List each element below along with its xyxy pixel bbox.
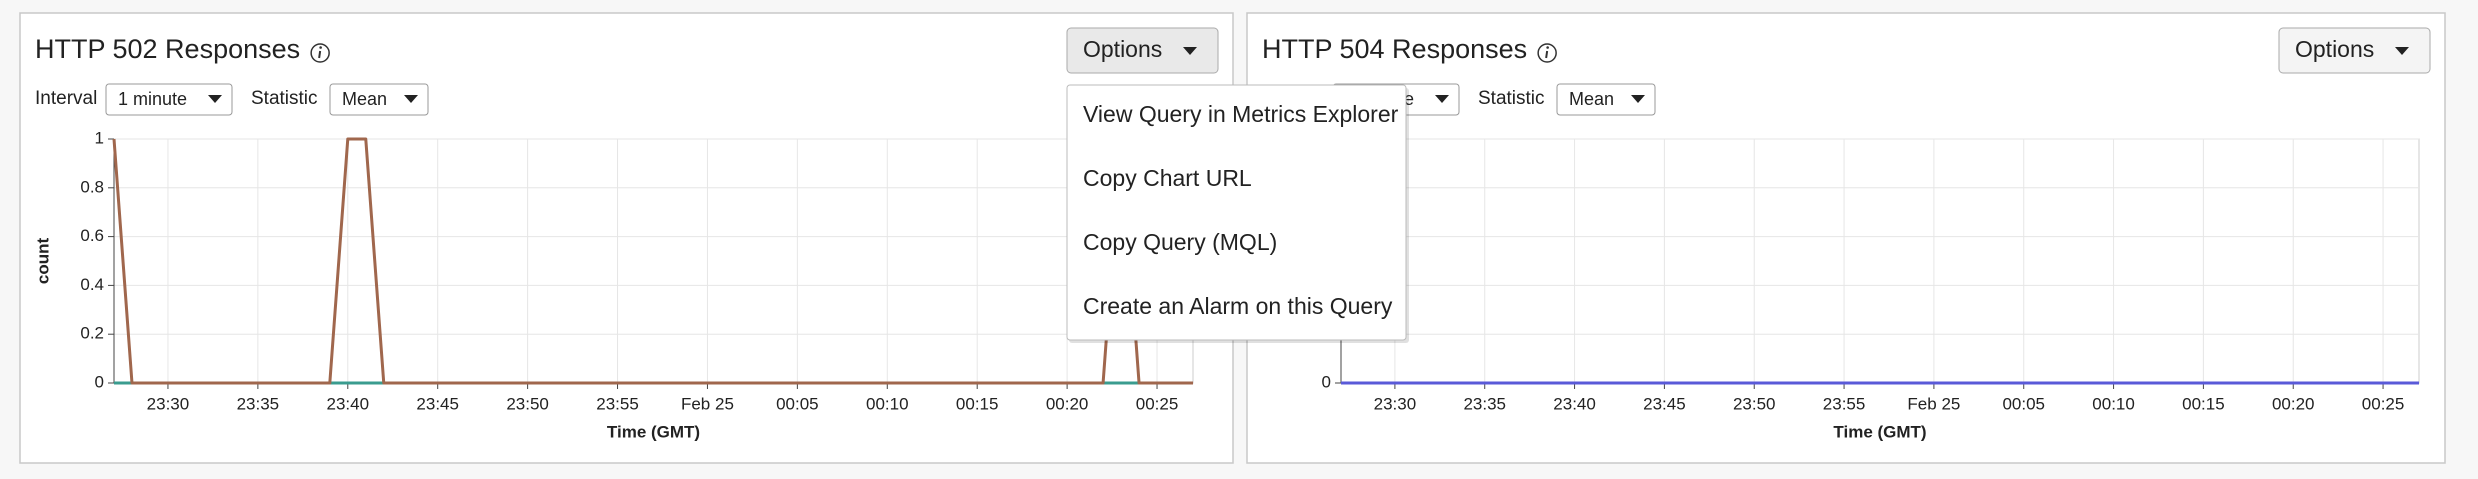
menu-item[interactable]: Copy Chart URL (1083, 165, 1252, 191)
y-tick-label: 0.4 (80, 275, 104, 294)
info-icon-dot (319, 46, 322, 49)
x-tick-label: 00:05 (776, 394, 819, 413)
statistic-dropdown[interactable] (1556, 83, 1656, 116)
y-tick-label: 0.8 (80, 177, 104, 196)
x-tick-label: 23:35 (237, 394, 280, 413)
series-line (112, 137, 1193, 385)
options-label: Options (1083, 36, 1162, 62)
options-label: Options (2295, 36, 2374, 62)
caret (1631, 95, 1645, 103)
interval-dropdown[interactable] (105, 83, 233, 116)
x-tick-label: 23:55 (596, 394, 639, 413)
x-tick-label: 00:20 (2272, 394, 2315, 413)
info-icon (1537, 43, 1557, 63)
plot-area (1340, 138, 2420, 384)
y-tick-label: 0.2 (80, 324, 104, 343)
x-tick-label: Feb 25 (681, 394, 734, 413)
menu-box (1066, 84, 1407, 341)
x-axis-label: Time (GMT) (607, 422, 700, 441)
caret (1183, 47, 1197, 55)
x-tick-label: 23:50 (1733, 394, 1776, 413)
caret (404, 95, 418, 103)
x-axis-label: Time (GMT) (1833, 422, 1926, 441)
x-tick-label: 23:40 (327, 394, 370, 413)
options-button[interactable] (1066, 27, 1219, 74)
statistic-label: Statistic (1478, 88, 1545, 109)
x-tick-label: 00:10 (2092, 394, 2135, 413)
x-tick-label: 00:15 (956, 394, 999, 413)
plot-area (113, 138, 1194, 384)
statistic-label: Statistic (251, 88, 318, 109)
options-menu: View Query in Metrics Explorer Copy Chart… (1066, 84, 1409, 343)
x-tick-label: 00:05 (2002, 394, 2045, 413)
statistic-value: Mean (1569, 89, 1614, 109)
x-tick-label: 23:35 (1463, 394, 1506, 413)
y-tick-label: 0 (95, 372, 104, 391)
info-icon-stem (318, 50, 322, 59)
x-tick-label: 23:30 (147, 394, 190, 413)
x-tick-label: 00:10 (866, 394, 909, 413)
options-button[interactable] (2278, 27, 2431, 74)
x-tick-label: 00:20 (1046, 394, 1089, 413)
menu-item[interactable]: View Query in Metrics Explorer (1083, 101, 1399, 127)
statistic-dropdown[interactable] (329, 83, 429, 116)
interval-label: Interval (35, 88, 97, 109)
x-tick-label: 23:45 (416, 394, 459, 413)
x-tick-label: 23:55 (1823, 394, 1866, 413)
x-tick-label: 23:40 (1553, 394, 1596, 413)
interval-value: 1 minute (118, 89, 187, 109)
x-tick-label: 23:45 (1643, 394, 1686, 413)
x-tick-label: 23:50 (506, 394, 549, 413)
y-axis-label: count (33, 238, 52, 285)
menu-item[interactable]: Copy Query (MQL) (1083, 229, 1277, 255)
panel-title: HTTP 502 Responses (35, 34, 300, 64)
caret (208, 95, 222, 103)
caret (1435, 95, 1449, 103)
x-tick-label: Feb 25 (1907, 394, 1960, 413)
x-tick-label: 00:25 (1136, 394, 1179, 413)
y-tick-label: 1 (95, 128, 104, 147)
y-tick-label: 0.6 (80, 226, 104, 245)
x-tick-label: 23:30 (1374, 394, 1417, 413)
panel-title: HTTP 504 Responses (1262, 34, 1527, 64)
caret (2395, 47, 2409, 55)
statistic-value: Mean (342, 89, 387, 109)
x-tick-label: 00:15 (2182, 394, 2225, 413)
menu-item[interactable]: Create an Alarm on this Query (1083, 293, 1393, 319)
panel: HTTP 502 Responses Options Interval 1 minut… (19, 12, 1234, 464)
info-icon-dot (1546, 46, 1549, 49)
info-icon-stem (1545, 50, 1549, 59)
x-tick-label: 00:25 (2362, 394, 2405, 413)
y-tick-label: 0 (1322, 372, 1331, 391)
info-icon (310, 43, 330, 63)
